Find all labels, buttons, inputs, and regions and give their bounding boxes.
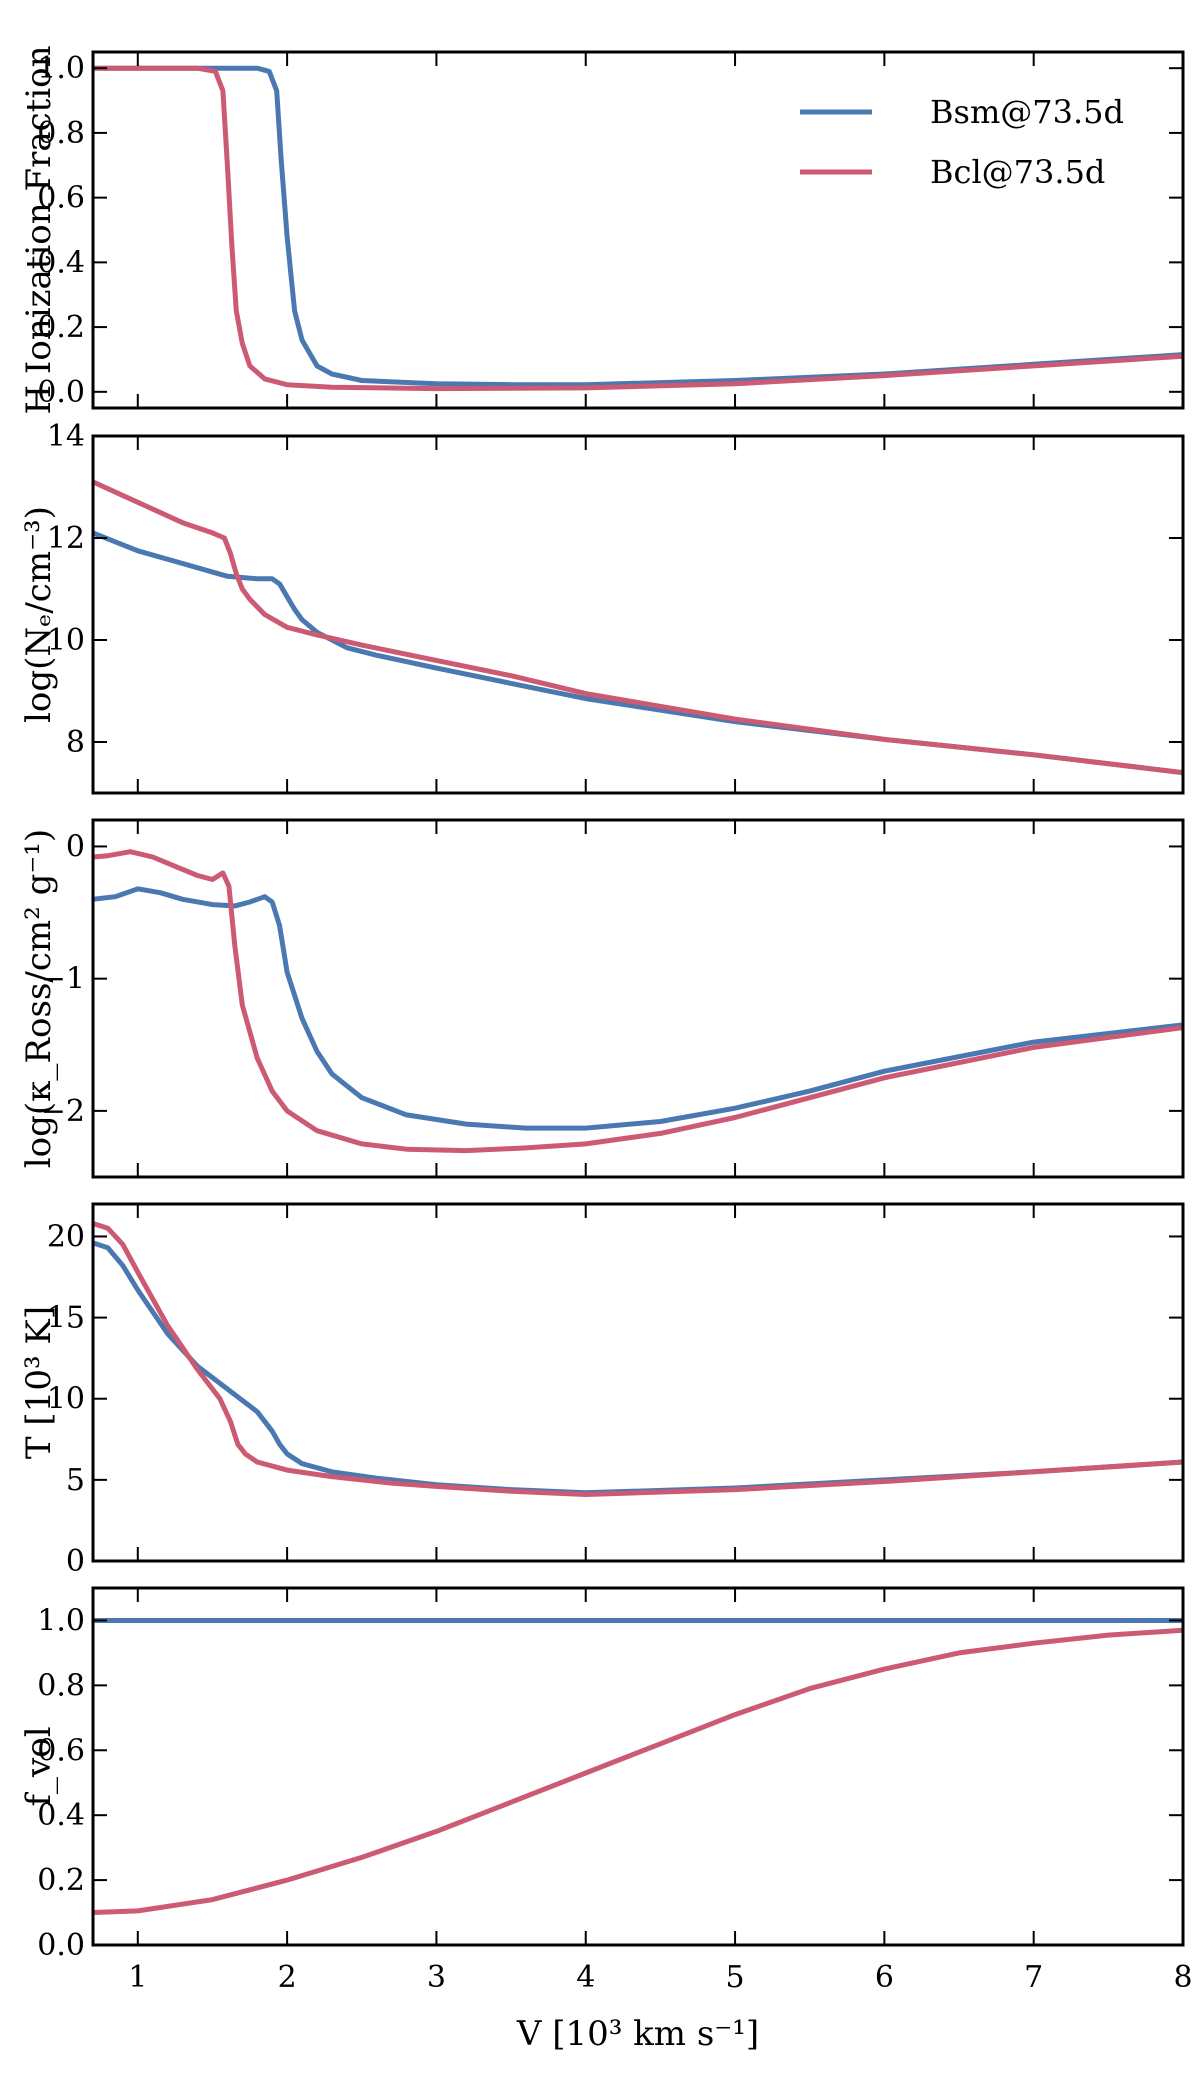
panel-3-ytick-label: 0: [66, 1544, 85, 1579]
panel-3-series: [93, 1221, 1183, 1497]
xtick-label: 2: [278, 1960, 297, 1995]
panel-4-ytick-label: 0.6: [37, 1733, 85, 1768]
panel-0-ytick-label: 0.0: [37, 375, 85, 410]
panel-0-series: [93, 65, 1183, 392]
panel-2-ytick-label: −1: [41, 962, 85, 997]
panel-0-ytick-label: 0.8: [37, 116, 85, 151]
xtick-label: 4: [576, 1960, 595, 1995]
panel-0-ytick-label: 0.4: [37, 245, 85, 280]
xtick-label: 7: [1024, 1960, 1043, 1995]
panel-4-ytick-label: 1.0: [37, 1603, 85, 1638]
panel-4-series: [93, 1618, 1183, 1915]
legend: Bsm@73.5d Bcl@73.5d: [800, 93, 1124, 191]
panel-1-line-bcl: [93, 479, 1183, 776]
panel-2-ytick-label: −2: [41, 1094, 85, 1129]
x-axis: 1 2 3 4 5 6 7 8 V [10³ km s⁻¹]: [128, 1960, 1192, 2054]
panel-3-ytick-label: 5: [66, 1463, 85, 1498]
panel-2-line-bcl: [93, 849, 1183, 1154]
panel-2-ylabel: log(κ_Ross/cm² g⁻¹): [19, 829, 59, 1168]
panel-4-ytick-label: 0.4: [37, 1798, 85, 1833]
panel-0-frame: [91, 50, 1185, 410]
panel-0-ylabel: H Ionization Fraction: [19, 45, 59, 414]
panel-0: 0.0 0.2 0.4 0.6 0.8 1.0H Ionization Fraction: [19, 45, 1185, 415]
panel-4-ylabel: f_vol: [19, 1726, 59, 1806]
panel-3: 0 5 10 15 20 T [10³ K]: [19, 1202, 1185, 1579]
chart-panels: 0.00.20.40.60.81.0H Ionization Fraction8…: [19, 45, 1185, 1963]
xtick-label: 5: [726, 1960, 745, 1995]
panel-1-series: [93, 479, 1183, 776]
panel-1-ytick-label: 12: [47, 521, 85, 556]
panel-0-ytick-label: 1.0: [37, 51, 85, 86]
panel-3-ylabel: T [10³ K]: [19, 1306, 59, 1459]
panel-0-line-bsm: [93, 65, 1183, 388]
xtick-label: 8: [1173, 1960, 1192, 1995]
panel-2-frame: [91, 818, 1185, 1179]
panel-2-ytick-label: 0: [66, 829, 85, 864]
panel-3-line-bcl: [93, 1221, 1183, 1497]
panel-0-line-bcl: [93, 65, 1183, 392]
panel-3-ytick-label: 15: [47, 1301, 85, 1336]
panel-4-ytick-label: 0.2: [37, 1863, 85, 1898]
x-axis-label: V [10³ km s⁻¹]: [516, 2014, 759, 2054]
panel-2-series: [93, 849, 1183, 1154]
xtick-label: 1: [128, 1960, 147, 1995]
panel-0-ytick-label: 0.6: [37, 181, 85, 216]
panel-1-ytick-label: 14: [47, 419, 85, 454]
legend-label-bsm: Bsm@73.5d: [930, 93, 1124, 131]
panel-1-ytick-label: 8: [66, 725, 85, 760]
panel-1-ytick-label: 10: [47, 623, 85, 658]
panel-4-ytick-label: 0.8: [37, 1668, 85, 1703]
panel-1-frame: [91, 434, 1185, 795]
panel-4-ytick-label: 0.0: [37, 1928, 85, 1963]
panel-3-ytick-label: 20: [47, 1219, 85, 1254]
xtick-label: 3: [427, 1960, 446, 1995]
panel-1: 8 10 12 14 log(Nₑ/cm⁻³): [19, 419, 1185, 795]
panel-4-line-bcl: [93, 1627, 1183, 1915]
panel-3-line-bsm: [93, 1240, 1183, 1496]
panel-4-frame: [91, 1586, 1185, 1947]
panel-4: 0.0 0.2 0.4 0.6 0.8 1.0 f_vol: [19, 1586, 1185, 1963]
panel-3-ytick-label: 10: [47, 1382, 85, 1417]
panel-1-ylabel: log(Nₑ/cm⁻³): [19, 506, 59, 723]
xtick-label: 6: [875, 1960, 894, 1995]
panel-1-line-bsm: [93, 530, 1183, 776]
panel-0-ytick-label: 0.2: [37, 310, 85, 345]
panel-3-frame: [91, 1202, 1185, 1563]
legend-label-bcl: Bcl@73.5d: [930, 153, 1105, 191]
panel-2-line-bsm: [93, 886, 1183, 1131]
